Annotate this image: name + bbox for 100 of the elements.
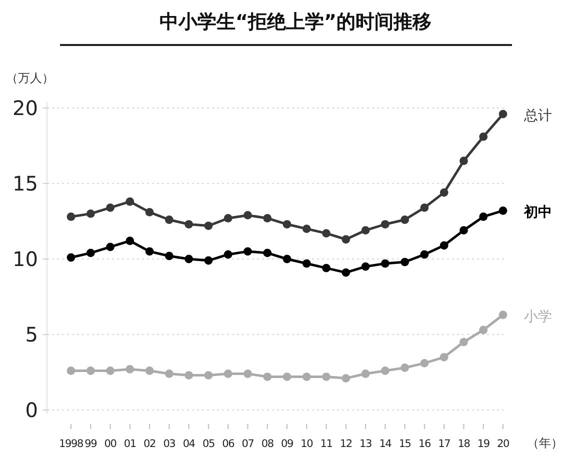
series-label: 初中	[523, 204, 552, 221]
x-tick-label: 06	[222, 438, 236, 450]
point	[204, 222, 213, 230]
point	[145, 208, 154, 216]
point	[380, 366, 390, 375]
point	[86, 248, 95, 258]
point	[420, 203, 429, 212]
point	[498, 110, 508, 118]
point	[106, 242, 114, 252]
x-tick-label: 05	[202, 438, 214, 450]
point	[498, 310, 508, 320]
point	[184, 254, 194, 264]
x-tick-label: 11	[320, 438, 332, 450]
point	[479, 212, 488, 221]
y-tick-label: 0	[25, 398, 38, 422]
point	[322, 229, 330, 238]
point	[361, 226, 370, 235]
point	[342, 374, 350, 382]
point	[184, 220, 194, 228]
point	[145, 247, 154, 256]
point	[460, 226, 468, 235]
point	[66, 253, 76, 262]
point	[184, 371, 194, 380]
x-tick-label: 03	[163, 438, 176, 450]
point	[380, 220, 390, 228]
point	[224, 250, 232, 259]
point	[361, 370, 370, 378]
point	[400, 364, 410, 372]
y-axis-title: （万人）	[6, 71, 54, 85]
point	[479, 132, 488, 141]
point	[224, 370, 232, 378]
point	[263, 248, 272, 258]
point	[479, 326, 488, 334]
point	[440, 352, 448, 362]
x-axis-title: （年）	[527, 436, 563, 450]
point	[420, 358, 429, 368]
x-tick-label: 15	[398, 438, 411, 450]
x-tick-label: 01	[124, 438, 136, 450]
x-tick-label: 12	[340, 438, 352, 450]
point	[282, 254, 292, 264]
point	[440, 188, 448, 197]
point	[380, 259, 390, 268]
point	[400, 258, 410, 266]
x-tick-label: 02	[144, 438, 156, 450]
point	[126, 236, 134, 246]
point	[164, 252, 174, 260]
y-tick-label: 5	[25, 322, 38, 346]
y-tick-label: 15	[12, 172, 38, 196]
point	[460, 338, 468, 346]
y-tick-label: 10	[12, 247, 38, 271]
point	[244, 211, 252, 220]
x-tick-label: 07	[242, 438, 254, 450]
point	[440, 241, 448, 250]
y-tick-label: 20	[12, 96, 38, 120]
x-tick-label: 18	[458, 438, 470, 450]
point	[302, 259, 311, 268]
x-tick-label: 17	[438, 438, 450, 450]
point	[204, 371, 213, 380]
chart-title: 中小学生“拒绝上学”的时间推移	[160, 11, 432, 33]
series-label: 总计	[523, 108, 552, 124]
point	[164, 216, 174, 224]
point	[244, 370, 252, 378]
x-tick-label: 04	[182, 438, 196, 450]
x-tick-label: 13	[360, 438, 372, 450]
x-tick-label: 09	[281, 438, 293, 450]
point	[460, 156, 468, 166]
point	[204, 256, 213, 265]
series-label: 小学	[524, 308, 552, 325]
point	[244, 247, 252, 256]
point	[322, 264, 330, 272]
x-tick-label: 99	[84, 438, 97, 450]
point	[498, 206, 508, 215]
point	[342, 235, 350, 244]
point	[263, 372, 272, 381]
point	[106, 366, 114, 375]
x-tick-label: 00	[104, 438, 116, 450]
point	[164, 370, 174, 378]
point	[361, 262, 370, 271]
point	[420, 250, 429, 259]
point	[66, 212, 76, 221]
point	[86, 210, 95, 218]
x-tick-label: 1998	[59, 438, 83, 450]
point	[263, 214, 272, 222]
x-tick-label: 16	[418, 438, 432, 450]
x-tick-label: 20	[497, 438, 509, 450]
point	[224, 214, 232, 222]
point	[322, 372, 330, 381]
point	[400, 216, 410, 224]
point	[302, 224, 311, 233]
x-tick-label: 10	[300, 438, 313, 450]
point	[86, 366, 95, 375]
point	[302, 372, 311, 381]
x-tick-label: 14	[379, 438, 392, 450]
x-tick-label: 08	[261, 438, 274, 450]
point	[282, 372, 292, 381]
x-tick-label: 19	[477, 438, 490, 450]
point	[342, 268, 350, 277]
point	[106, 203, 114, 212]
point	[126, 197, 134, 206]
point	[66, 366, 76, 375]
